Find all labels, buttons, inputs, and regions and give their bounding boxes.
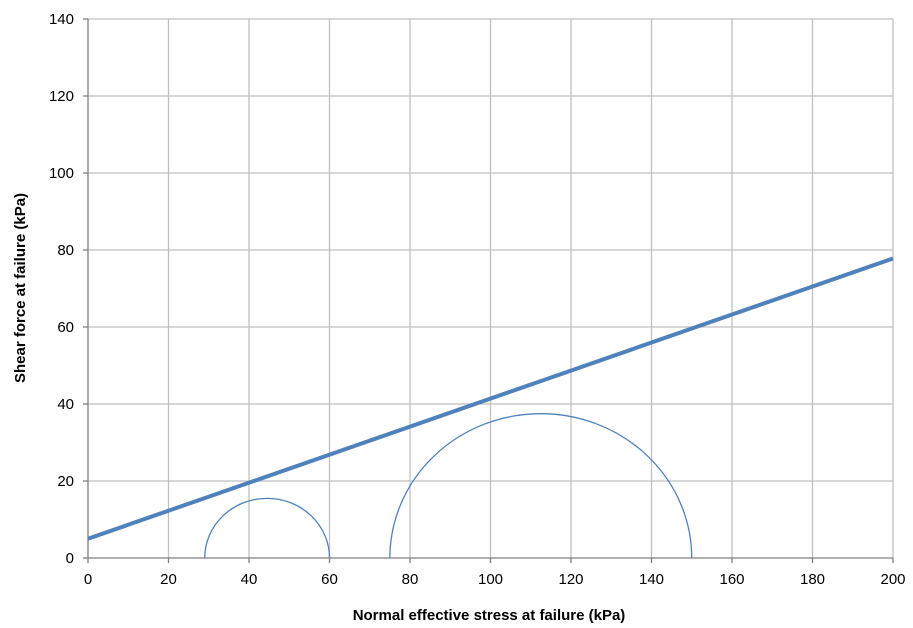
x-tick-label: 140 — [639, 571, 664, 588]
x-tick-label: 200 — [880, 571, 905, 588]
x-tick-label: 100 — [478, 571, 503, 588]
y-tick-label: 0 — [66, 550, 74, 567]
x-axis-title: Normal effective stress at failure (kPa) — [353, 607, 626, 624]
x-tick-label: 180 — [800, 571, 825, 588]
series-layer — [87, 256, 894, 559]
x-tick-label: 60 — [321, 571, 338, 588]
x-tick-label: 160 — [719, 571, 744, 588]
y-tick-label: 40 — [57, 396, 74, 413]
y-axis-title: Shear force at failure (kPa) — [12, 193, 29, 383]
grid-layer — [88, 18, 894, 558]
y-tick-label: 60 — [57, 319, 74, 336]
y-tick-label: 100 — [49, 165, 74, 182]
x-tick-label: 120 — [558, 571, 583, 588]
y-tick-label: 20 — [57, 473, 74, 490]
y-tick-label: 80 — [57, 242, 74, 259]
x-tick-label: 0 — [84, 571, 92, 588]
tick-label-layer: 0 20 40 60 80 100 120 140 160 180 200 0 20 40 60 80 100 1… — [49, 11, 906, 588]
mohr-circle — [389, 413, 693, 559]
axis-layer — [83, 18, 894, 563]
y-tick-label: 140 — [49, 11, 74, 28]
failure-envelope-line — [87, 256, 894, 541]
mohr-circle — [204, 497, 331, 559]
x-tick-label: 80 — [402, 571, 419, 588]
x-tick-label: 20 — [160, 571, 177, 588]
y-tick-label: 120 — [49, 88, 74, 105]
x-tick-label: 40 — [241, 571, 258, 588]
